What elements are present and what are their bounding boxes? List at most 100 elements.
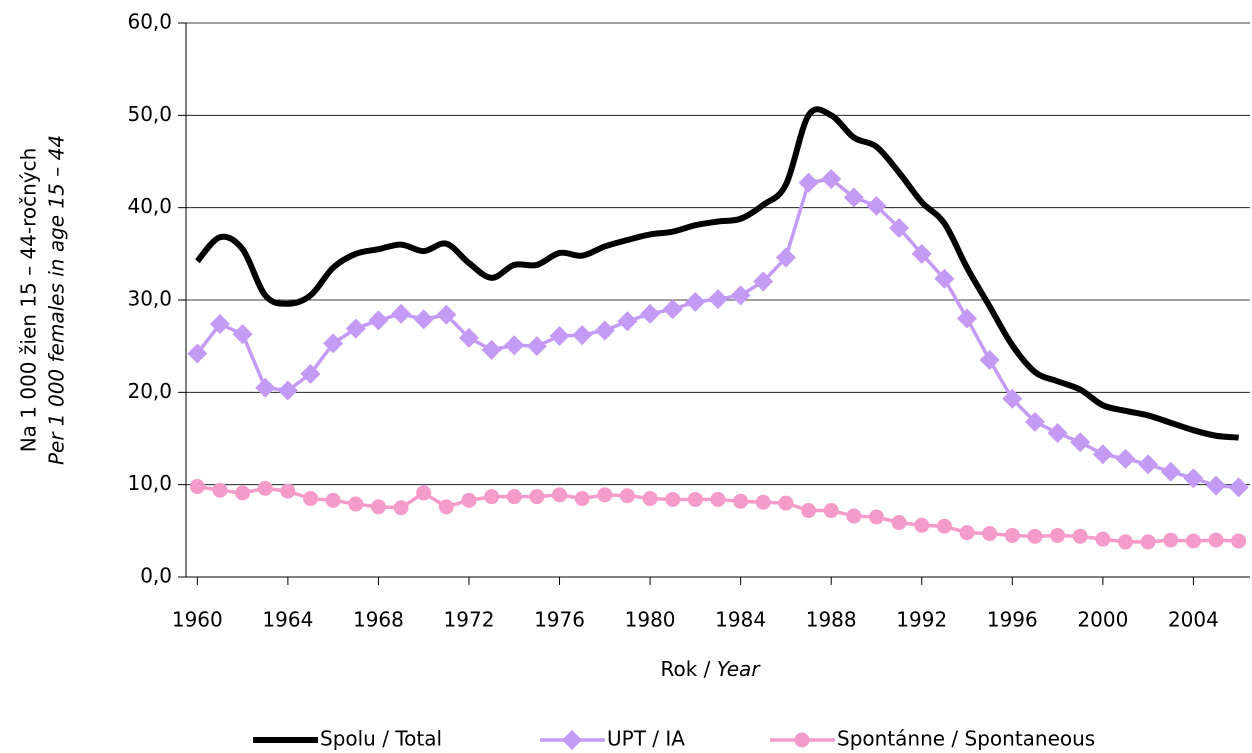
x-tick-label: 1984: [715, 608, 766, 632]
circle-marker: [393, 500, 409, 516]
circle-marker: [325, 492, 341, 508]
circle-marker: [189, 479, 205, 495]
x-tick-label: 1960: [172, 608, 223, 632]
diamond-marker: [436, 304, 457, 325]
circle-marker: [846, 508, 862, 524]
diamond-marker: [1024, 411, 1045, 432]
diamond-marker: [775, 247, 796, 268]
y-tick-label: 30,0: [127, 287, 172, 311]
legend-label: Spolu / Total: [320, 727, 442, 751]
diamond-marker: [458, 327, 479, 348]
diamond-marker: [1228, 477, 1249, 498]
circle-marker: [665, 491, 681, 507]
series-line: [195, 106, 1239, 441]
circle-marker: [1050, 527, 1066, 543]
diamond-marker: [594, 320, 615, 341]
diamond-marker: [526, 336, 547, 357]
circle-marker: [257, 480, 273, 496]
circle-marker: [936, 518, 952, 534]
x-tick-label: 1976: [534, 608, 585, 632]
circle-marker: [484, 489, 500, 505]
diamond-marker: [300, 363, 321, 384]
diamond-marker: [481, 339, 502, 360]
diamond-marker: [640, 303, 661, 324]
diamond-marker: [1183, 468, 1204, 489]
x-tick-label: 1988: [806, 608, 857, 632]
diamond-marker: [617, 311, 638, 332]
diamond-marker: [753, 271, 774, 292]
x-tick-label: 1964: [262, 608, 313, 632]
diamond-marker: [1160, 461, 1181, 482]
diamond-marker: [232, 324, 253, 345]
y-tick-label: 40,0: [127, 194, 172, 218]
circle-marker: [868, 509, 884, 525]
circle-marker: [1027, 528, 1043, 544]
x-tick-label: 1992: [896, 608, 947, 632]
diamond-marker: [323, 333, 344, 354]
diamond-marker: [1092, 444, 1113, 465]
circle-marker: [642, 491, 658, 507]
y-tick-label: 60,0: [127, 10, 172, 34]
circle-marker: [801, 503, 817, 519]
circle-marker: [303, 491, 319, 507]
diamond-marker: [1206, 475, 1227, 496]
circle-marker: [1185, 533, 1201, 549]
diamond-marker: [979, 350, 1000, 371]
diamond-marker: [866, 195, 887, 216]
x-tick-label: 2000: [1077, 608, 1128, 632]
y-tick-label: 20,0: [127, 379, 172, 403]
circle-marker: [1117, 534, 1133, 550]
diamond-marker: [957, 308, 978, 329]
y-tick-label: 10,0: [127, 471, 172, 495]
diamond-marker: [934, 268, 955, 289]
diamond-marker: [209, 314, 230, 335]
diamond-marker: [821, 169, 842, 190]
x-tick-label: 2004: [1168, 608, 1219, 632]
circle-marker: [687, 491, 703, 507]
circle-marker: [1163, 532, 1179, 548]
diamond-marker: [1115, 448, 1136, 469]
diamond-marker: [1138, 454, 1159, 475]
diamond-marker: [1070, 432, 1091, 453]
circle-marker: [552, 487, 568, 503]
circle-marker: [506, 489, 522, 505]
circle-marker: [280, 483, 296, 499]
diamond-marker: [345, 318, 366, 339]
y-label-en: Per 1 000 females in age 15 – 44: [45, 135, 69, 465]
diamond-marker: [504, 335, 525, 356]
circle-marker: [1072, 528, 1088, 544]
circle-marker: [755, 494, 771, 510]
diamond-marker: [549, 326, 570, 347]
legend-label: UPT / IA: [607, 727, 685, 751]
circle-marker: [1004, 527, 1020, 543]
diamond-marker: [391, 303, 412, 324]
circle-marker: [1231, 533, 1247, 549]
diamond-marker: [911, 243, 932, 264]
diamond-marker: [255, 377, 276, 398]
diamond-marker: [277, 380, 298, 401]
x-tick-label: 1996: [987, 608, 1038, 632]
diamond-marker: [1047, 422, 1068, 443]
circle-marker: [982, 526, 998, 542]
x-tick-label: 1972: [444, 608, 495, 632]
circle-marker: [416, 485, 432, 501]
diamond-marker: [413, 309, 434, 330]
circle-marker: [710, 491, 726, 507]
circle-marker: [959, 525, 975, 541]
diamond-marker: [708, 289, 728, 310]
circle-marker: [597, 487, 613, 503]
circle-marker: [461, 492, 477, 508]
x-tick-label: 1980: [625, 608, 676, 632]
diamond-marker: [685, 291, 706, 312]
legend-label: Spontánne / Spontaneous: [837, 727, 1095, 751]
diamond-marker: [889, 217, 910, 238]
circle-marker: [778, 495, 794, 511]
x-label-en: Year: [717, 657, 762, 681]
circle-marker: [794, 732, 810, 748]
circle-marker: [619, 488, 635, 504]
x-tick-label: 1968: [353, 608, 404, 632]
circle-marker: [438, 499, 454, 515]
diamond-marker: [1002, 388, 1023, 409]
diamond-marker: [843, 187, 864, 208]
